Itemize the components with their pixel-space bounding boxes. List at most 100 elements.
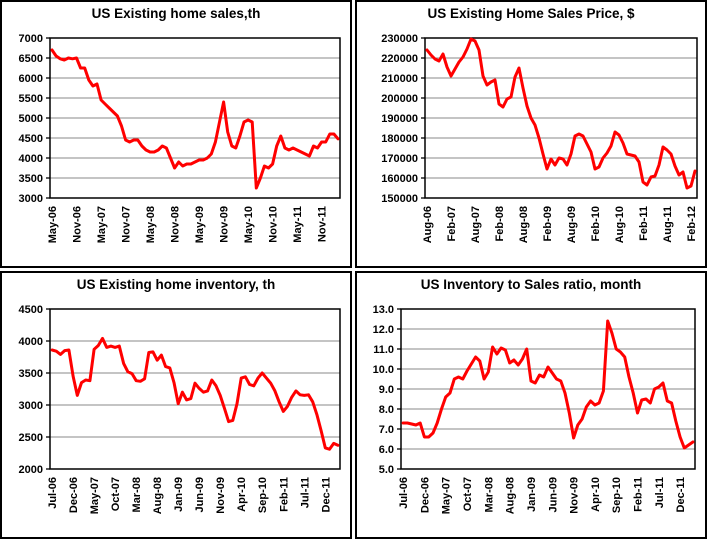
x-axis-label: Nov-07 <box>121 206 133 243</box>
x-axis-label: Oct-07 <box>110 477 122 511</box>
y-axis-label: 5.0 <box>379 464 394 476</box>
series-line <box>425 37 697 190</box>
x-axis-label: Jan-09 <box>173 477 185 512</box>
y-axis-label: 7000 <box>19 33 43 45</box>
y-axis-label: 200000 <box>381 93 418 105</box>
x-axis-label: Aug-06 <box>422 206 434 243</box>
home-inventory-chart: 2000 2500 3000 3500 4000 4500 Jul-06 Dec-06 May-… <box>19 304 341 514</box>
x-axis-label: Nov-06 <box>72 206 84 243</box>
x-axis-label: Aug-11 <box>662 206 674 243</box>
y-axis-label: 6000 <box>19 73 43 85</box>
y-axis-label: 6.0 <box>379 444 394 456</box>
x-axis-label: Sep-10 <box>611 477 623 513</box>
y-axis-label: 3000 <box>19 193 43 205</box>
x-axis-label: Jul-06 <box>47 477 59 509</box>
inventory-sales-ratio-chart: 5.0 6.0 7.0 8.0 9.0 10.0 11.0 12.0 13.0 Jul-06 Dec… <box>373 304 696 514</box>
y-axis-label: 5500 <box>19 93 43 105</box>
y-axis-label: 190000 <box>381 113 418 125</box>
x-axis-label: Feb-10 <box>590 206 602 241</box>
x-axis-label: Jul-11 <box>654 477 666 508</box>
y-axis-label: 12.0 <box>373 324 394 336</box>
panel-existing-home-sales: US Existing home sales,th 3000 3500 4000 45… <box>0 0 352 268</box>
y-axis-label: 8.0 <box>379 404 394 416</box>
x-axis-label: Aug-08 <box>505 477 517 514</box>
y-axis-label: 11.0 <box>373 344 394 356</box>
x-axis-label: Dec-06 <box>419 477 431 513</box>
y-axis-label: 13.0 <box>373 304 394 316</box>
x-axis-label: May-09 <box>194 206 206 243</box>
panel-inventory-sales-ratio: US Inventory to Sales ratio, month 5.0 6.… <box>355 271 707 539</box>
x-axis-label: Aug-07 <box>470 206 482 243</box>
x-axis-label: May-08 <box>145 206 157 243</box>
x-axis-label: Nov-11 <box>317 206 329 242</box>
y-axis-label: 180000 <box>381 133 418 145</box>
y-axis-label: 170000 <box>381 153 418 165</box>
chart-title-home-sales-price: US Existing Home Sales Price, $ <box>427 6 635 21</box>
y-axis-label: 210000 <box>381 73 418 85</box>
series-line <box>401 319 695 450</box>
chart-title-inventory-sales-ratio: US Inventory to Sales ratio, month <box>420 277 642 292</box>
x-axis-label: Feb-12 <box>686 206 698 241</box>
x-axis-label: May-10 <box>243 206 255 243</box>
plot-border <box>400 308 696 470</box>
x-axis-label: Nov-09 <box>219 206 231 243</box>
y-axis-label: 6500 <box>19 53 43 65</box>
x-axis-label: Nov-10 <box>268 206 280 243</box>
series-line <box>50 48 340 190</box>
x-axis-label: Nov-09 <box>215 477 227 514</box>
y-axis-label: 3000 <box>19 400 43 412</box>
y-axis-label: 150000 <box>381 193 418 205</box>
x-axis-label: May-07 <box>96 206 108 243</box>
x-axis-label: Aug-08 <box>518 206 530 243</box>
y-axis-label: 2000 <box>19 464 43 476</box>
x-axis-label: May-11 <box>292 206 304 243</box>
x-axis-label: Aug-10 <box>614 206 626 243</box>
panel-home-sales-price: US Existing Home Sales Price, $ 150000 16… <box>355 0 707 268</box>
x-axis-label: Jul-11 <box>299 477 311 508</box>
x-axis-label: May-06 <box>47 206 59 243</box>
y-axis-label: 4500 <box>19 133 43 145</box>
x-axis-label: May-07 <box>89 477 101 514</box>
x-axis-label: Feb-11 <box>278 477 290 512</box>
x-axis-label: Sep-10 <box>257 477 269 513</box>
x-axis-label: Nov-09 <box>569 477 581 514</box>
chart-title-home-inventory: US Existing home inventory, th <box>76 277 276 292</box>
x-axis-label: Oct-07 <box>462 477 474 511</box>
series-line <box>50 336 340 451</box>
x-axis-label: Feb-07 <box>446 206 458 241</box>
x-axis-label: Nov-08 <box>170 206 182 243</box>
plot-border <box>49 308 341 470</box>
x-axis-label: Jan-09 <box>526 477 538 512</box>
x-axis-label: Jul-06 <box>398 477 410 509</box>
x-axis-label: Feb-08 <box>494 206 506 241</box>
panel-home-inventory: US Existing home inventory, th 2000 2500 3… <box>0 271 352 539</box>
x-axis-label: Feb-11 <box>632 477 644 512</box>
y-axis-label: 4000 <box>19 336 43 348</box>
y-axis-label: 220000 <box>381 53 418 65</box>
plot-border <box>49 37 341 199</box>
y-axis-label: 4000 <box>19 153 43 165</box>
x-axis-label: Dec-06 <box>68 477 80 513</box>
y-axis-label: 10.0 <box>373 364 394 376</box>
plot-border <box>424 37 698 199</box>
x-axis-label: Mar-08 <box>131 477 143 512</box>
x-axis-label: Apr-10 <box>590 477 602 512</box>
x-axis-label: Dec-11 <box>675 477 687 512</box>
x-axis-label: Apr-10 <box>236 477 248 512</box>
x-axis-label: Jun-09 <box>547 477 559 512</box>
x-axis-label: Aug-08 <box>152 477 164 514</box>
y-axis-label: 230000 <box>381 33 418 45</box>
x-axis-label: May-07 <box>441 477 453 514</box>
y-axis-label: 3500 <box>19 368 43 380</box>
y-axis-label: 2500 <box>19 432 43 444</box>
y-axis-label: 5000 <box>19 113 43 125</box>
y-axis-label: 4500 <box>19 304 43 316</box>
x-axis-label: Jun-09 <box>194 477 206 512</box>
y-axis-label: 9.0 <box>379 384 394 396</box>
y-axis-label: 7.0 <box>379 424 394 436</box>
home-sales-price-chart: 150000 160000 170000 180000 190000 200000 2100… <box>381 33 698 243</box>
x-axis-label: Aug-09 <box>566 206 578 243</box>
x-axis-label: Feb-09 <box>542 206 554 241</box>
y-axis-label: 160000 <box>381 173 418 185</box>
